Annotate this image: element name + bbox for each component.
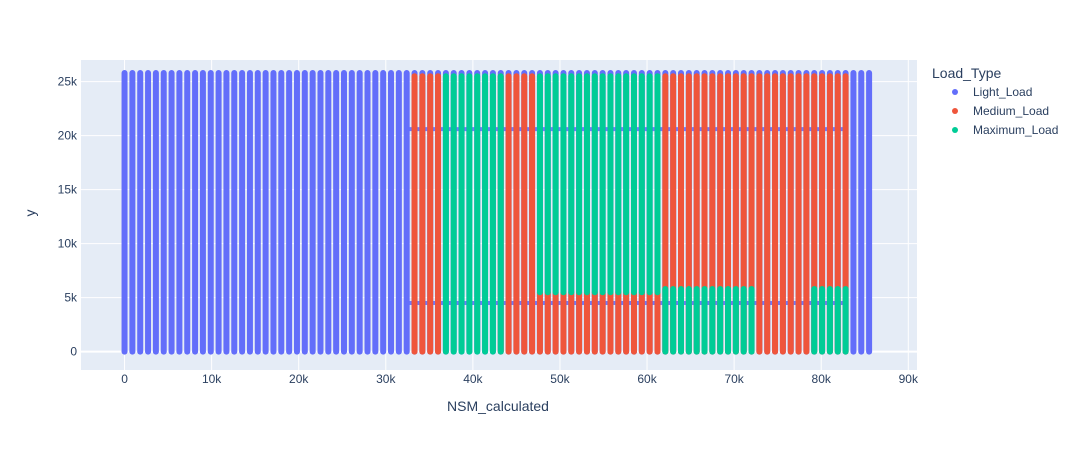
legend-marker — [952, 89, 958, 95]
legend-title: Load_Type — [932, 65, 1001, 81]
x-tick-label: 80k — [812, 372, 832, 386]
x-tick-label: 60k — [637, 372, 657, 386]
y-tick-label: 5k — [64, 291, 78, 305]
y-tick-label: 15k — [58, 183, 78, 197]
x-tick-label: 20k — [289, 372, 309, 386]
series-maximum-load — [442, 73, 849, 355]
x-tick-label: 10k — [202, 372, 222, 386]
x-tick-label: 0 — [121, 372, 128, 386]
legend-marker — [952, 127, 958, 133]
legend-marker — [952, 108, 958, 114]
legend-item-light-load[interactable]: Light_Load — [952, 85, 1032, 99]
x-axis-ticks: 0 10k 20k 30k 40k 50k 60k 70k 80k 90k — [121, 372, 919, 386]
y-tick-label: 10k — [58, 237, 78, 251]
x-tick-label: 50k — [550, 372, 570, 386]
x-axis-title: NSM_calculated — [447, 398, 549, 414]
x-tick-label: 30k — [376, 372, 396, 386]
y-tick-label: 25k — [58, 75, 78, 89]
y-axis-ticks: 0 5k 10k 15k 20k 25k — [58, 75, 78, 359]
x-tick-label: 90k — [899, 372, 919, 386]
y-tick-label: 20k — [58, 129, 78, 143]
legend-label: Light_Load — [973, 85, 1032, 99]
data-marks — [121, 69, 873, 355]
y-tick-label: 0 — [70, 345, 77, 359]
x-tick-label: 70k — [724, 372, 744, 386]
legend-item-maximum-load[interactable]: Maximum_Load — [952, 123, 1058, 137]
legend: Load_Type Light_Load Medium_Load Maximum_L… — [932, 65, 1058, 137]
y-axis-title: y — [22, 210, 38, 217]
legend-label: Medium_Load — [973, 104, 1049, 118]
legend-label: Maximum_Load — [973, 123, 1058, 137]
x-tick-label: 40k — [463, 372, 483, 386]
legend-item-medium-load[interactable]: Medium_Load — [952, 104, 1049, 118]
